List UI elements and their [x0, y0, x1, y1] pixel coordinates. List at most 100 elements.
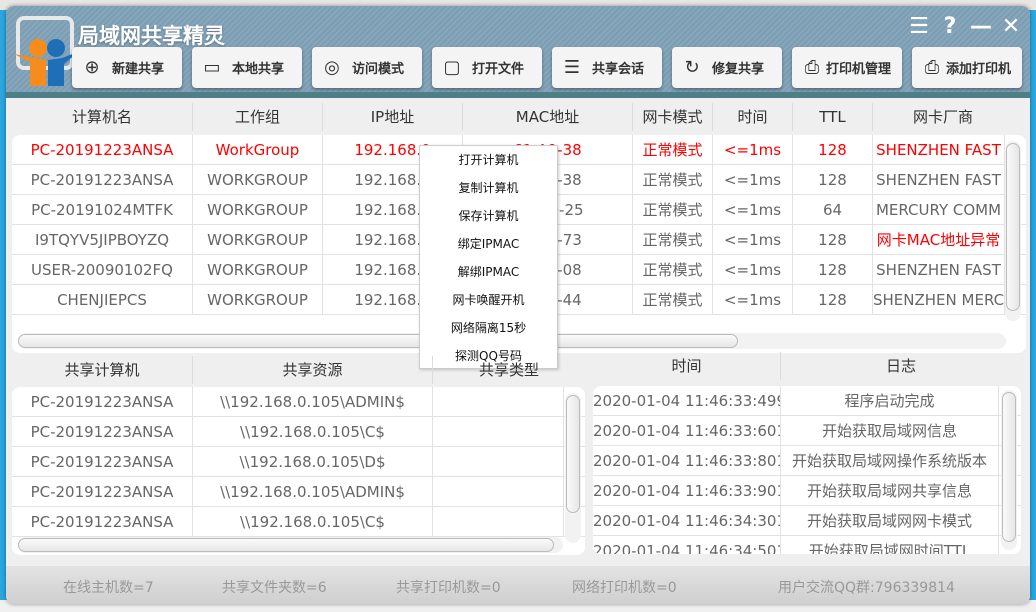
table-row[interactable]: PC-20191223ANSA \\192.168.0.105\ADMIN$ — [12, 387, 585, 417]
app-logo-icon — [14, 16, 78, 86]
table-cell: <=1ms — [713, 135, 793, 164]
column-header[interactable]: MAC地址 — [463, 103, 633, 131]
column-header[interactable]: 时间 — [713, 103, 793, 131]
repair-share-button[interactable]: ↻ 修复共享 — [672, 47, 782, 88]
table-row[interactable]: PC-20191223ANSA \\192.168.0.105\ADMIN$ — [12, 477, 585, 507]
printer-manage-button[interactable]: ⎙ 打印机管理 — [792, 47, 902, 88]
access-mode-button[interactable]: ◎ 访问模式 — [312, 47, 422, 88]
log-table-header: 时间 日志 — [593, 352, 1021, 380]
context-menu-item[interactable]: 探测QQ号码 — [455, 349, 522, 363]
vertical-scrollbar[interactable] — [565, 393, 581, 543]
table-row[interactable]: 2020-01-04 11:46:34:501 开始获取局域网时间TTL — [593, 536, 1021, 554]
table-cell — [433, 507, 564, 536]
shared-folders-count: 共享文件夹数=6 — [222, 580, 327, 596]
help-icon[interactable]: ? — [943, 14, 957, 39]
plus-circle-icon: ⊕ — [84, 57, 100, 78]
table-cell: \\192.168.0.105\ADMIN$ — [193, 477, 433, 506]
new-share-button[interactable]: ⊕ 新建共享 — [72, 47, 182, 88]
context-menu-item[interactable]: 网络隔离15秒 — [450, 321, 527, 335]
table-cell: 128 — [793, 255, 873, 284]
table-cell: 64 — [793, 195, 873, 224]
window-icon: ▭ — [203, 57, 221, 78]
table-cell: PC-20191223ANSA — [12, 417, 193, 446]
column-header[interactable]: IP地址 — [323, 103, 463, 131]
column-header[interactable]: 时间 — [593, 352, 781, 380]
column-header[interactable]: 网卡模式 — [633, 103, 713, 131]
close-button[interactable]: ✕ — [1001, 14, 1021, 39]
table-cell: \\192.168.0.105\ADMIN$ — [193, 387, 433, 416]
column-header[interactable]: 网卡厂商 — [912, 108, 973, 126]
shares-table-header: 共享计算机 共享资源 共享类型 — [12, 356, 585, 384]
table-cell: 正常模式 — [633, 195, 713, 224]
column-header[interactable]: 共享计算机 — [12, 356, 193, 384]
hosts-table-header: 计算机名 工作组 IP地址 MAC地址 网卡模式 时间 TTL 网卡厂商 — [12, 103, 1013, 131]
context-menu-item[interactable]: 解绑IPMAC — [457, 265, 520, 279]
column-header[interactable]: 日志 — [885, 357, 916, 375]
title-bar[interactable]: 局域网共享精灵 ☰ ? — ✕ ⊕ 新建共享 ▭ 本地共享 ◎ 访问模式 ▢ 打开文件 … — [6, 6, 1030, 98]
table-row[interactable]: PC-20191223ANSA \\192.168.0.105\C$ — [12, 507, 585, 537]
column-header[interactable]: 工作组 — [193, 103, 323, 131]
minimize-button[interactable]: — — [970, 14, 992, 39]
button-label: 新建共享 — [112, 62, 165, 77]
table-cell — [433, 417, 564, 446]
table-row[interactable]: 2020-01-04 11:46:33:601 开始获取局域网信息 — [593, 416, 1021, 446]
table-cell: 开始获取局域网操作系统版本 — [781, 446, 999, 475]
app-title: 局域网共享精灵 — [78, 24, 225, 48]
menu-list-icon[interactable]: ☰ — [909, 14, 929, 39]
context-menu-item[interactable]: 保存计算机 — [458, 209, 519, 223]
table-cell: <=1ms — [713, 225, 793, 254]
table-row[interactable]: 2020-01-04 11:46:33:801 开始获取局域网操作系统版本 — [593, 446, 1021, 476]
button-label: 修复共享 — [712, 62, 765, 77]
share-session-button[interactable]: ☰ 共享会话 — [552, 47, 662, 88]
button-label: 本地共享 — [232, 62, 285, 77]
local-share-button[interactable]: ▭ 本地共享 — [192, 47, 302, 88]
eye-icon: ◎ — [324, 57, 340, 78]
table-cell: WORKGROUP — [193, 285, 323, 314]
button-label: 打印机管理 — [826, 62, 892, 77]
table-cell: 正常模式 — [633, 225, 713, 254]
column-header[interactable]: 共享资源 — [193, 356, 433, 384]
log-table: 2020-01-04 11:46:33:499 程序启动完成 2020-01-04 … — [593, 386, 1021, 554]
context-menu-item[interactable]: 绑定IPMAC — [457, 237, 520, 251]
open-file-button[interactable]: ▢ 打开文件 — [432, 47, 542, 88]
desktop-background — [0, 0, 1036, 10]
table-cell: PC-20191024MTFK — [12, 195, 193, 224]
table-cell: PC-20191223ANSA — [12, 165, 193, 194]
table-cell: PC-20191223ANSA — [12, 387, 193, 416]
table-cell: 128 — [793, 285, 873, 314]
table-row[interactable]: 2020-01-04 11:46:34:301 开始获取局域网网卡模式 — [593, 506, 1021, 536]
table-cell: <=1ms — [713, 255, 793, 284]
context-menu-item[interactable]: 打开计算机 — [458, 153, 519, 167]
table-cell: 2020-01-04 11:46:33:601 — [593, 416, 781, 445]
table-row[interactable]: PC-20191223ANSA \\192.168.0.105\C$ — [12, 417, 585, 447]
table-cell: 开始获取局域网网卡模式 — [781, 506, 999, 535]
shared-printers-count: 共享打印机数=0 — [396, 580, 501, 596]
context-menu-item[interactable]: 复制计算机 — [458, 181, 519, 195]
table-row[interactable]: 2020-01-04 11:46:33:901 开始获取局域网共享信息 — [593, 476, 1021, 506]
table-cell: SHENZHEN FAST — [873, 255, 1005, 284]
table-cell — [433, 447, 564, 476]
table-cell: SHENZHEN FAST — [873, 165, 1005, 194]
add-printer-button[interactable]: ⎙ 添加打印机 — [912, 47, 1022, 88]
table-cell: 2020-01-04 11:46:33:901 — [593, 476, 781, 505]
table-cell: 开始获取局域网信息 — [781, 416, 999, 445]
button-label: 打开文件 — [472, 62, 525, 77]
column-header[interactable]: 共享类型 — [478, 361, 539, 379]
table-cell: 128 — [793, 135, 873, 164]
table-cell: 2020-01-04 11:46:34:301 — [593, 506, 781, 535]
table-cell — [433, 387, 564, 416]
printer-icon: ⎙ — [804, 57, 820, 78]
vertical-scrollbar[interactable] — [1005, 141, 1021, 321]
chat-icon: ☰ — [563, 57, 581, 78]
table-row[interactable]: PC-20191223ANSA \\192.168.0.105\D$ — [12, 447, 585, 477]
context-menu-item[interactable]: 网卡唤醒开机 — [452, 293, 525, 307]
column-header[interactable]: TTL — [793, 103, 873, 131]
table-row[interactable]: 2020-01-04 11:46:33:499 程序启动完成 — [593, 386, 1021, 416]
horizontal-scrollbar[interactable] — [18, 537, 563, 553]
column-header[interactable]: 计算机名 — [12, 103, 193, 131]
table-cell: WORKGROUP — [193, 255, 323, 284]
table-cell: MERCURY COMM — [873, 195, 1005, 224]
qq-group-link[interactable]: 用户交流QQ群:796339814 — [778, 580, 955, 596]
table-cell: PC-20191223ANSA — [12, 477, 193, 506]
vertical-scrollbar[interactable] — [1001, 390, 1017, 550]
